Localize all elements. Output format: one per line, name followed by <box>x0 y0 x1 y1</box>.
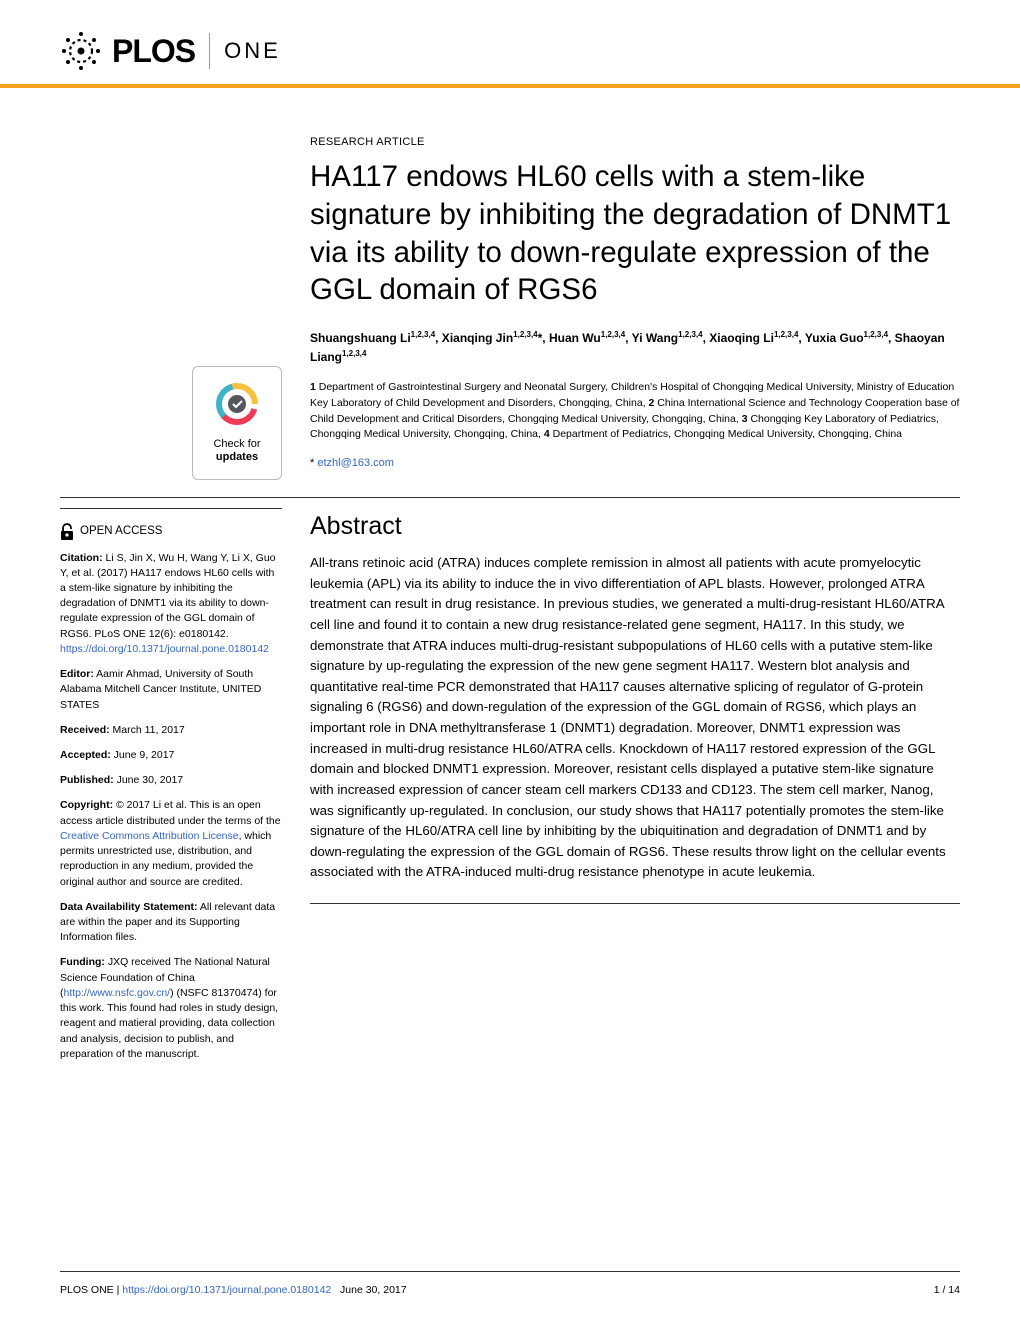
abstract-body: All-trans retinoic acid (ATRA) induces c… <box>310 553 960 883</box>
affiliations: 1 Department of Gastrointestinal Surgery… <box>310 380 960 443</box>
article-title: HA117 endows HL60 cells with a stem-like… <box>310 158 960 309</box>
accepted-block: Accepted: June 9, 2017 <box>60 748 282 763</box>
footer-rule <box>60 1271 960 1272</box>
content-rule-top <box>60 497 960 498</box>
open-access-label: OPEN ACCESS <box>80 523 162 540</box>
data-availability-block: Data Availability Statement: All relevan… <box>60 900 282 946</box>
sidebar-rule <box>60 508 282 509</box>
published-block: Published: June 30, 2017 <box>60 773 282 788</box>
funding-block: Funding: JXQ received The National Natur… <box>60 955 282 1062</box>
doi-link[interactable]: https://doi.org/10.1371/journal.pone.018… <box>60 643 269 655</box>
footer-journal: PLOS ONE | <box>60 1284 122 1296</box>
cc-license-link[interactable]: Creative Commons Attribution License <box>60 830 239 842</box>
authors: Shuangshuang Li1,2,3,4, Xianqing Jin1,2,… <box>310 329 960 366</box>
corresponding-email[interactable]: etzhl@163.com <box>317 457 394 469</box>
page-footer: PLOS ONE | https://doi.org/10.1371/journ… <box>60 1284 960 1296</box>
brand-text: PLOS <box>112 33 195 70</box>
journal-text: ONE <box>224 38 281 64</box>
open-access-icon <box>60 523 74 541</box>
citation-block: Citation: Li S, Jin X, Wu H, Wang Y, Li … <box>60 551 282 658</box>
plos-icon <box>60 30 102 72</box>
footer-doi[interactable]: https://doi.org/10.1371/journal.pone.018… <box>122 1284 331 1296</box>
funding-link[interactable]: http://www.nsfc.gov.cn/ <box>64 987 171 999</box>
article-type: RESEARCH ARTICLE <box>310 136 960 148</box>
footer-date: June 30, 2017 <box>340 1284 407 1296</box>
copyright-block: Copyright: © 2017 Li et al. This is an o… <box>60 798 282 889</box>
editor-block: Editor: Aamir Ahmad, University of South… <box>60 667 282 713</box>
sidebar: Check for updates OPEN ACCESS Citation: … <box>60 136 282 1072</box>
crossmark-icon <box>214 381 260 427</box>
check-updates-badge[interactable]: Check for updates <box>192 366 282 480</box>
corresponding-author: * etzhl@163.com <box>310 457 960 469</box>
content-rule-bottom <box>310 903 960 904</box>
journal-header: PLOS ONE <box>0 0 1020 88</box>
page-number: 1 / 14 <box>934 1284 960 1296</box>
header-divider <box>209 33 210 69</box>
open-access-row: OPEN ACCESS <box>60 523 282 541</box>
abstract-heading: Abstract <box>310 512 960 541</box>
received-block: Received: March 11, 2017 <box>60 723 282 738</box>
article-content: RESEARCH ARTICLE HA117 endows HL60 cells… <box>310 136 960 1072</box>
check-updates-label: Check for updates <box>205 438 269 464</box>
plos-logo: PLOS <box>60 30 195 72</box>
